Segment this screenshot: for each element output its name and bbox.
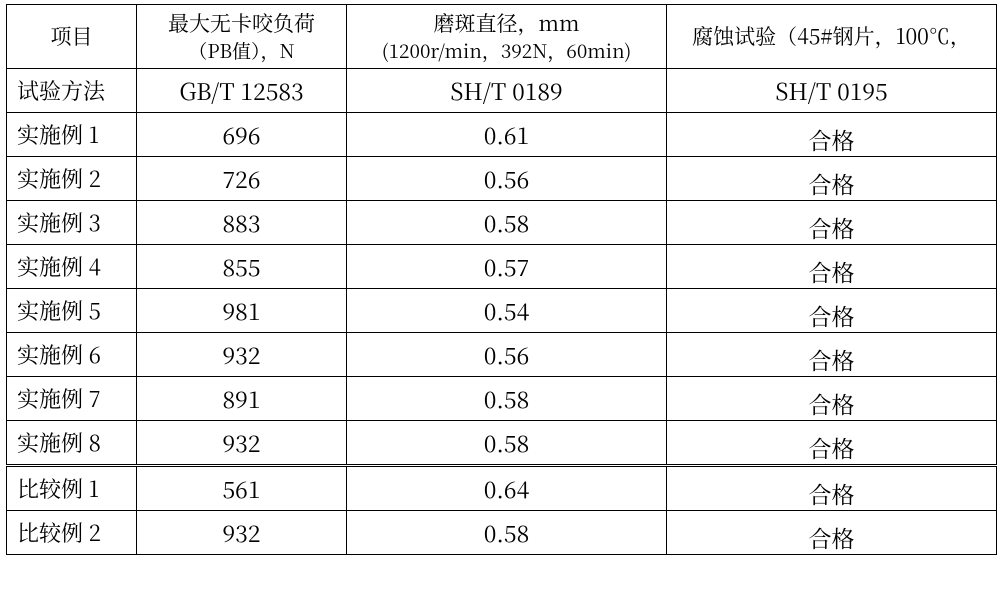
col-header-corr-l1: 腐蚀试验（45#钢片，100℃， [692,21,971,51]
row-corr: 合格 [667,466,997,511]
method-row-label: 试验方法 [7,69,137,113]
row-corr: 合格 [667,245,997,289]
col-header-wear-l1: 磨斑直径，mm [434,8,580,38]
row-label: 实施例 7 [7,377,137,421]
row-pb: 883 [137,201,347,245]
table-row: 实施例 6 932 0.56 合格 [7,333,997,377]
col-header-pb: 最大无卡咬负荷 （PB值），N [137,5,347,69]
row-pb: 932 [137,333,347,377]
row-label: 实施例 1 [7,113,137,157]
table-container: 项目 最大无卡咬负荷 （PB值），N 磨斑直径，mm (1200r/min，39… [0,0,1000,598]
row-label: 比较例 1 [7,466,137,511]
row-label: 实施例 4 [7,245,137,289]
row-pb: 726 [137,157,347,201]
row-wear: 0.54 [347,289,667,333]
row-corr: 合格 [667,157,997,201]
results-table: 项目 最大无卡咬负荷 （PB值），N 磨斑直径，mm (1200r/min，39… [6,4,997,555]
row-pb: 561 [137,466,347,511]
row-wear: 0.58 [347,201,667,245]
row-wear: 0.58 [347,421,667,466]
row-wear: 0.56 [347,333,667,377]
row-wear: 0.64 [347,466,667,511]
row-label: 比较例 2 [7,511,137,555]
row-corr: 合格 [667,421,997,466]
row-wear: 0.58 [347,377,667,421]
row-label: 实施例 5 [7,289,137,333]
table-row: 实施例 7 891 0.58 合格 [7,377,997,421]
row-wear: 0.58 [347,511,667,555]
table-row: 实施例 2 726 0.56 合格 [7,157,997,201]
table-row: 实施例 4 855 0.57 合格 [7,245,997,289]
row-pb: 696 [137,113,347,157]
table-row: 实施例 8 932 0.58 合格 [7,421,997,466]
row-pb: 932 [137,511,347,555]
row-pb: 981 [137,289,347,333]
table-row: 实施例 3 883 0.58 合格 [7,201,997,245]
table-row: 实施例 1 696 0.61 合格 [7,113,997,157]
col-header-pb-l1: 最大无卡咬负荷 [168,8,315,38]
row-corr: 合格 [667,333,997,377]
table-row: 实施例 5 981 0.54 合格 [7,289,997,333]
col-header-item: 项目 [7,5,137,69]
col-header-pb-l2: （PB值），N [188,37,294,64]
row-label: 实施例 6 [7,333,137,377]
col-header-item-text: 项目 [51,21,93,51]
row-pb: 891 [137,377,347,421]
row-corr: 合格 [667,113,997,157]
row-label: 实施例 2 [7,157,137,201]
row-wear: 0.56 [347,157,667,201]
row-wear: 0.57 [347,245,667,289]
row-corr: 合格 [667,201,997,245]
row-pb: 932 [137,421,347,466]
row-corr: 合格 [667,511,997,555]
method-corr: SH/T 0195 [667,69,997,113]
table-header-row: 项目 最大无卡咬负荷 （PB值），N 磨斑直径，mm (1200r/min，39… [7,5,997,69]
col-header-corr: 腐蚀试验（45#钢片，100℃， [667,5,997,69]
col-header-wear-l2: (1200r/min，392N，60min) [382,37,632,64]
table-row: 比较例 1 561 0.64 合格 [7,466,997,511]
col-header-wear: 磨斑直径，mm (1200r/min，392N，60min) [347,5,667,69]
method-pb: GB/T 12583 [137,69,347,113]
row-corr: 合格 [667,289,997,333]
method-wear: SH/T 0189 [347,69,667,113]
method-row: 试验方法 GB/T 12583 SH/T 0189 SH/T 0195 [7,69,997,113]
row-wear: 0.61 [347,113,667,157]
table-row: 比较例 2 932 0.58 合格 [7,511,997,555]
row-pb: 855 [137,245,347,289]
row-label: 实施例 3 [7,201,137,245]
row-corr: 合格 [667,377,997,421]
row-label: 实施例 8 [7,421,137,466]
